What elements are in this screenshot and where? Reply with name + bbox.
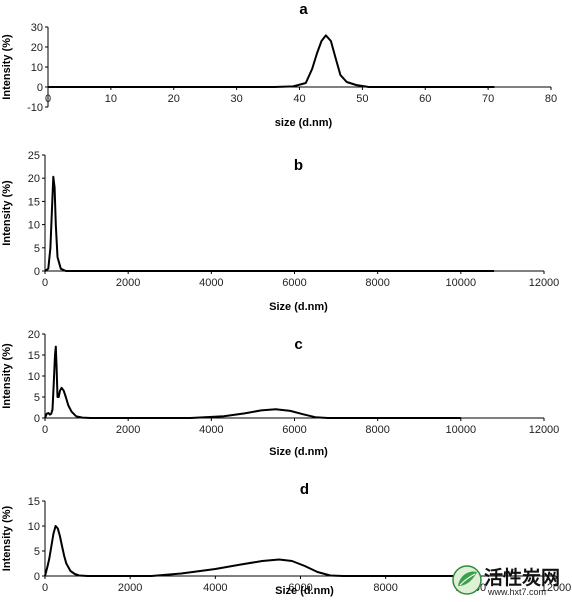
chart-d-series-line [44,525,471,577]
chart-c-x-tick-label: 0 [42,424,48,436]
chart-b-x-tick-label: 2000 [116,277,140,289]
chart-d-y-tick-label: 5 [34,546,40,558]
chart-a-x-tick-label: 0 [45,93,51,105]
chart-c-series-line [44,345,461,419]
chart-a-x-axis-label: size (d.nm) [275,117,333,129]
chart-d-x-tick-label: 6000 [288,582,312,594]
chart-d-x-tick-label: 12000 [541,582,572,594]
chart-c: 0 5 10 15 20 0 2000 4000 6000 8000 10000 12000 c Size… [1,329,559,458]
chart-d-y-tick-label: 10 [28,521,40,533]
chart-d-y-tick-label: 0 [34,571,40,583]
site-watermark: 活性炭网 www.hxt7.com [450,562,572,602]
chart-d-y-axis-label: Intensity (%) [1,505,13,571]
chart-a-y-tick-label: 30 [31,22,43,34]
chart-b-x-axis-label: Size (d.nm) [269,301,328,313]
chart-b-x-tick-label: 4000 [199,277,223,289]
chart-a-x-tick-label: 10 [105,93,117,105]
chart-c-x-tick-label: 10000 [446,424,477,436]
chart-c-x-tick-label: 6000 [282,424,306,436]
chart-a-x-tick-label: 80 [545,93,557,105]
chart-b-x-tick-label: 8000 [365,277,389,289]
chart-b-series-line [44,175,495,272]
chart-a-y-axis-label: Intensity (%) [1,34,13,100]
chart-c-y-axis-label: Intensity (%) [1,343,13,409]
chart-a-x-tick-label: 70 [482,93,494,105]
chart-a-series-line [48,34,495,88]
chart-c-x-tick-label: 4000 [199,424,223,436]
watermark-url: www.hxt7.com [488,587,547,597]
chart-b: 0 5 10 15 20 25 0 2000 4000 6000 8000 10000 12000 b Si… [1,150,559,313]
chart-c-x-tick-label: 8000 [365,424,389,436]
chart-a-x-tick-label: 60 [419,93,431,105]
chart-b-y-tick-label: 5 [34,243,40,255]
chart-d-x-tick-label: 4000 [203,582,227,594]
chart-b-panel-letter: b [294,157,303,174]
chart-c-x-axis-label: Size (d.nm) [269,446,328,458]
chart-c-y-tick-label: 15 [28,350,40,362]
chart-d-x-axis-label: Size (d.nm) [275,585,334,597]
chart-d-panel-letter: d [300,481,309,498]
chart-c-y-tick-label: 0 [34,413,40,425]
chart-c-y-tick-label: 10 [28,371,40,383]
chart-a-y-tick-label: -10 [27,102,43,114]
chart-b-x-tick-label: 0 [42,277,48,289]
chart-b-y-tick-label: 20 [28,173,40,185]
chart-b-y-tick-label: 10 [28,220,40,232]
chart-b-y-tick-label: 0 [34,266,40,278]
chart-b-x-tick-label: 12000 [529,277,560,289]
chart-c-y-tick-label: 20 [28,329,40,341]
chart-a-y-tick-label: 10 [31,62,43,74]
chart-d-x-tick-label: 8000 [373,582,397,594]
chart-a-y-tick-label: 0 [37,82,43,94]
chart-c-y-tick-label: 5 [34,392,40,404]
chart-b-y-tick-label: 15 [28,196,40,208]
chart-b-y-tick-label: 25 [28,150,40,162]
chart-a-x-tick-label: 40 [293,93,305,105]
chart-a-x-tick-label: 30 [231,93,243,105]
chart-b-x-tick-label: 10000 [446,277,477,289]
leaf-logo-icon [452,565,482,595]
chart-a-y-tick-label: 20 [31,42,43,54]
chart-b-y-axis-label: Intensity (%) [1,180,13,246]
chart-c-x-tick-label: 12000 [529,424,560,436]
chart-a-x-tick-label: 50 [356,93,368,105]
chart-c-x-tick-label: 2000 [116,424,140,436]
chart-a-panel-letter: a [299,1,308,18]
chart-d-y-tick-label: 15 [28,496,40,508]
chart-a-x-tick-label: 20 [168,93,180,105]
chart-d-x-tick-label: 0 [42,582,48,594]
watermark-title: 活性炭网 [484,568,561,589]
chart-c-panel-letter: c [294,336,302,353]
chart-b-x-tick-label: 6000 [282,277,306,289]
chart-d-x-tick-label: 2000 [118,582,142,594]
